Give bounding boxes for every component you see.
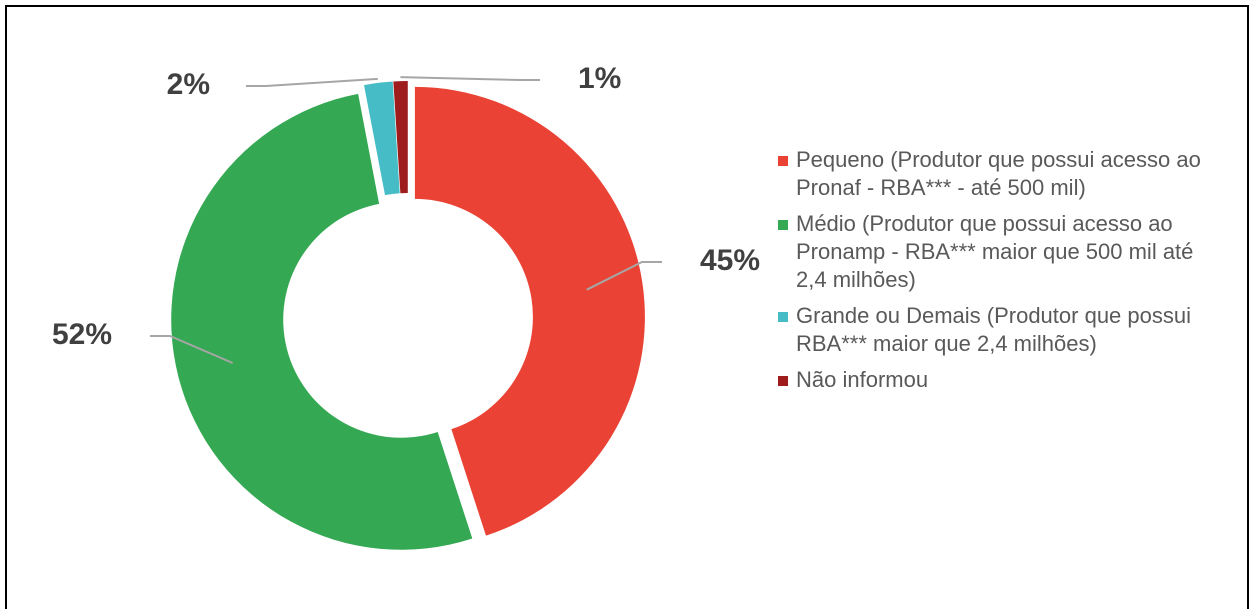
legend-item: Médio (Produtor que possui acesso ao Pro… [776,210,1216,294]
data-label: 2% [167,68,210,101]
legend-label: Médio (Produtor que possui acesso ao Pro… [796,211,1194,292]
chart-frame [5,5,1249,609]
legend-swatch [778,220,788,230]
legend-swatch [778,376,788,386]
legend-swatch [778,156,788,166]
legend-label: Não informou [796,367,929,392]
legend-item: Grande ou Demais (Produtor que possui RB… [776,302,1216,358]
leader-line [586,261,662,291]
donut-slice [364,81,400,196]
legend-swatch [778,312,788,322]
legend-item: Não informou [776,366,1216,394]
legend-label: Pequeno (Produtor que possui acesso ao P… [796,147,1201,200]
data-label: 45% [700,244,760,277]
data-label: 1% [578,62,621,95]
leader-line [246,77,378,87]
data-label: 52% [52,318,112,351]
legend: Pequeno (Produtor que possui acesso ao P… [776,146,1216,402]
legend-label: Grande ou Demais (Produtor que possui RB… [796,303,1191,356]
legend-item: Pequeno (Produtor que possui acesso ao P… [776,146,1216,202]
leader-line [400,76,540,81]
donut-slice [414,86,645,536]
donut-slice [393,81,408,194]
leader-line [150,335,234,364]
donut-slice [171,93,473,550]
